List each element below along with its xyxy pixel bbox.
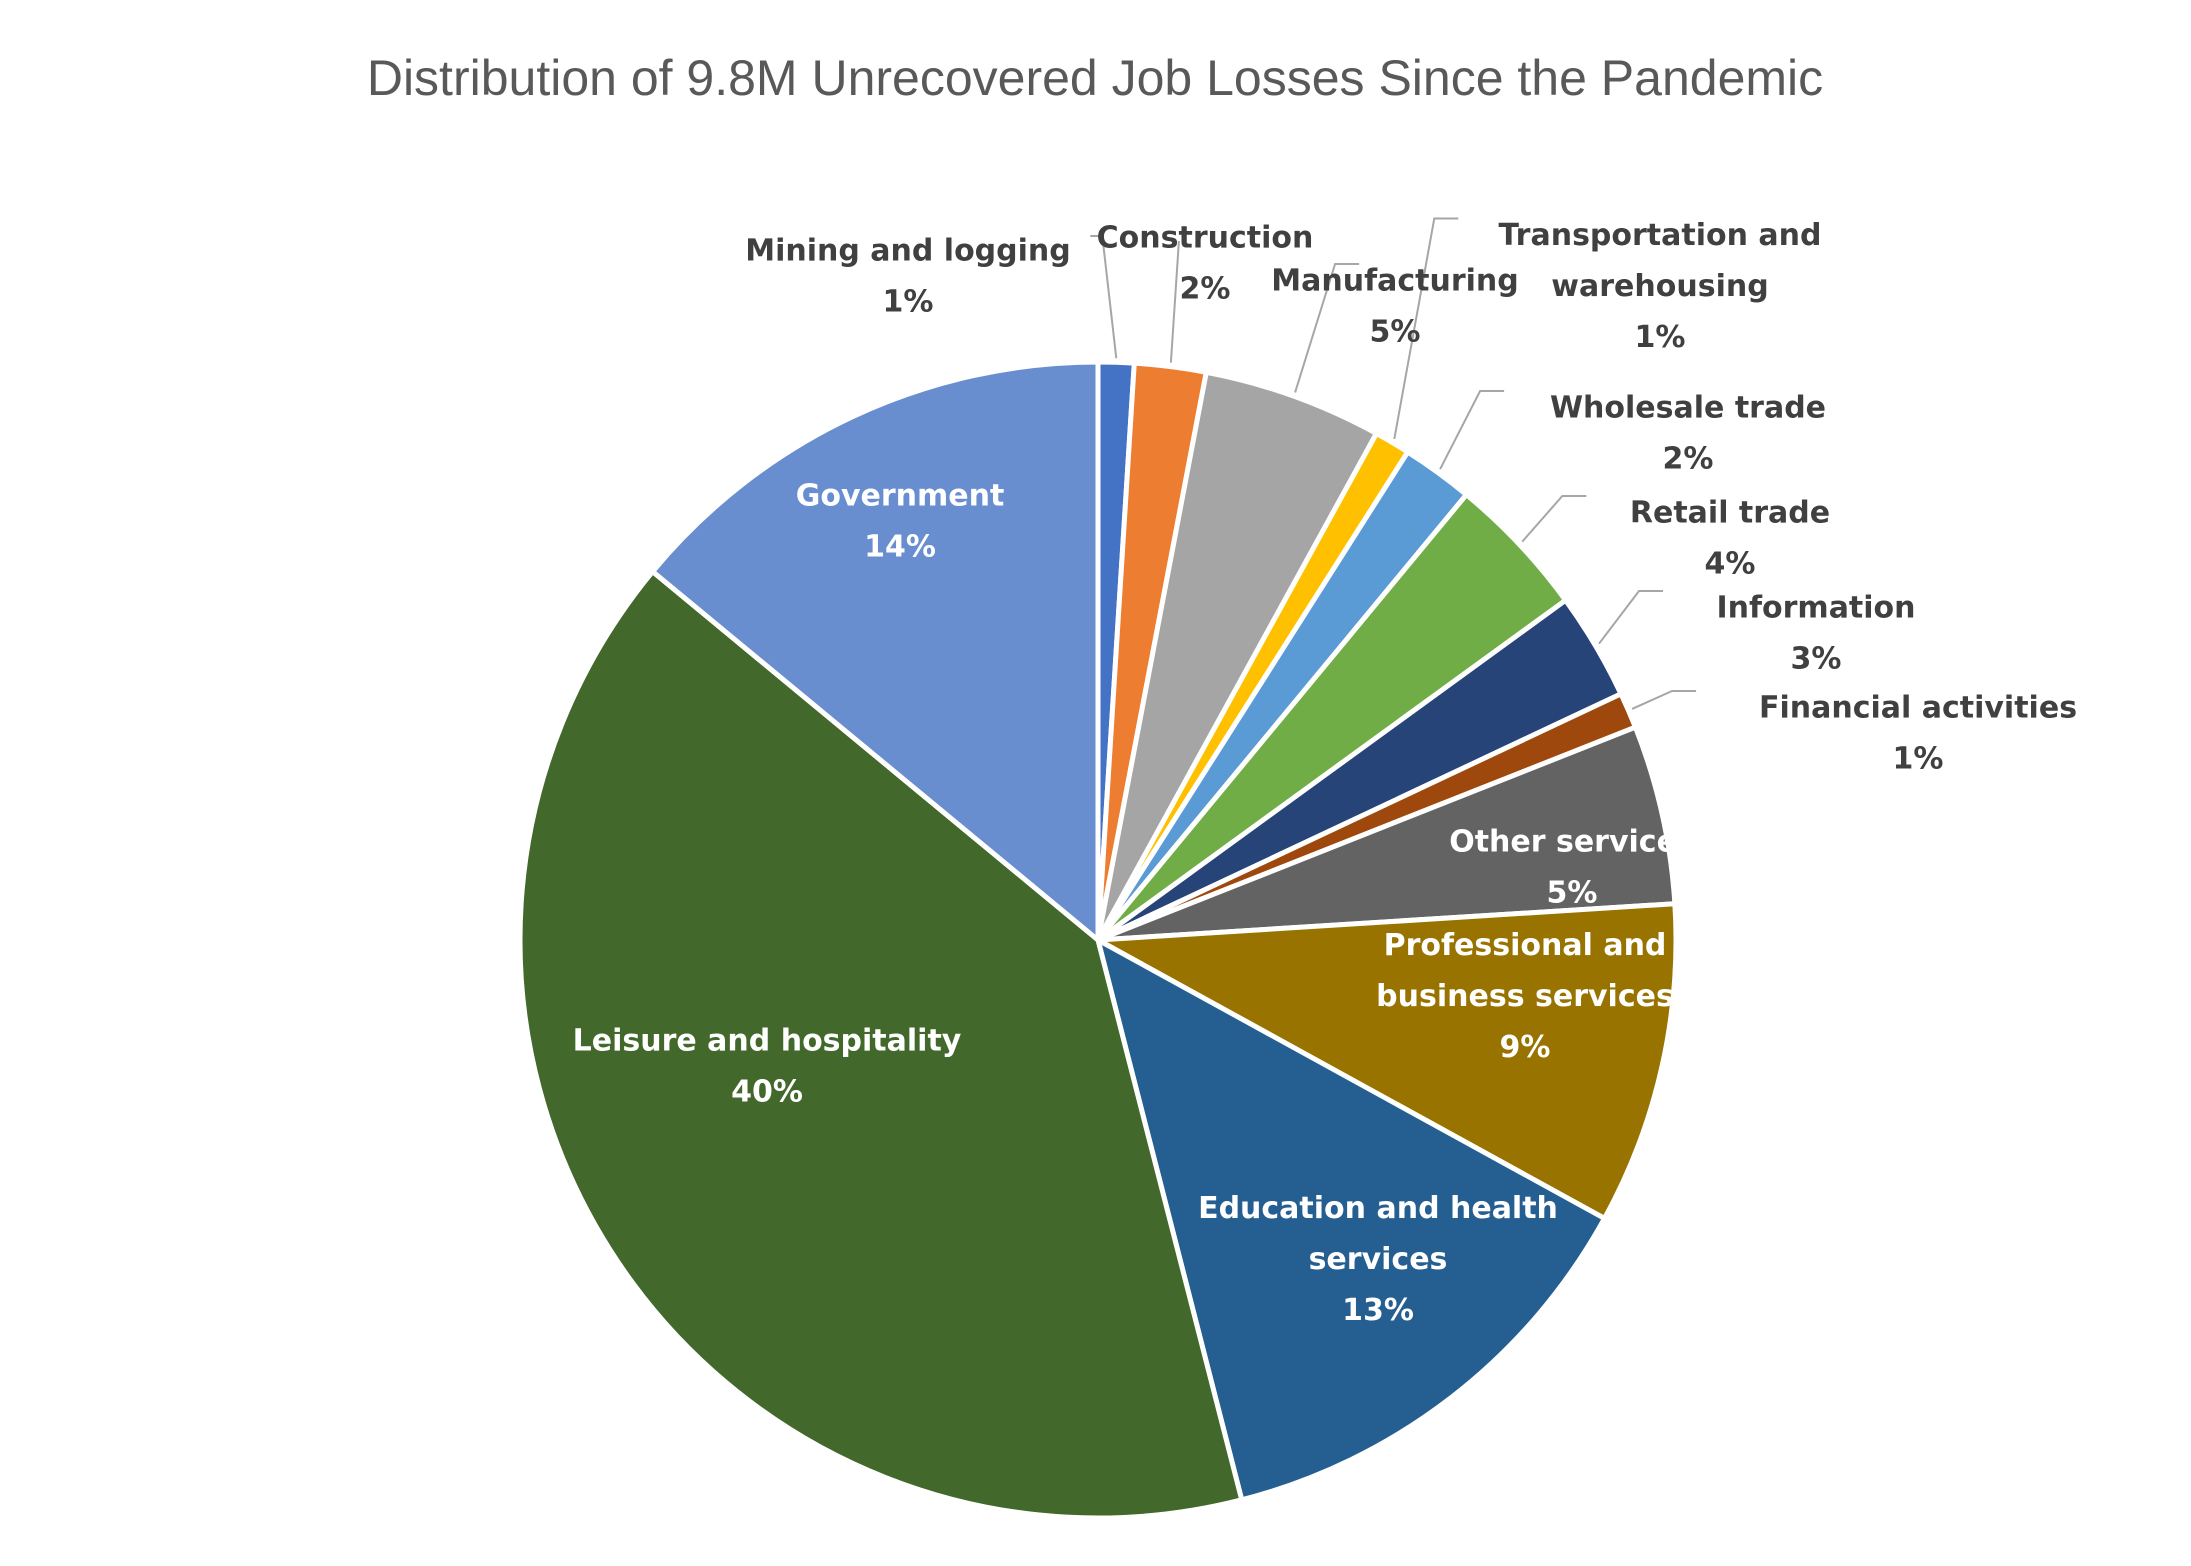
slice-leisure-and-hospitality <box>517 569 1245 1521</box>
slice-government <box>650 359 1101 943</box>
slice-percent: 13% <box>1342 1293 1414 1328</box>
pie-slices <box>517 359 1679 1521</box>
slice-percent: 2% <box>1663 442 1714 477</box>
slice-category-name: Wholesale trade <box>1550 391 1826 426</box>
slice-percent: 4% <box>1705 547 1756 582</box>
slice-category-name: Other services <box>1449 825 1695 860</box>
slice-label-construction: Construction 2% <box>1097 221 1314 307</box>
slice-label-information: Information 3% <box>1716 591 1915 677</box>
slice-category-name: Government <box>796 479 1005 514</box>
slice-education-and-health-services <box>1095 937 1608 1503</box>
slice-percent: 40% <box>731 1075 803 1110</box>
slice-percent: 1% <box>883 285 934 320</box>
slice-percent: 1% <box>1893 742 1944 777</box>
slice-label-retail-trade: Retail trade 4% <box>1630 496 1830 582</box>
slice-label-manufacturing: Manufacturing 5% <box>1271 264 1519 350</box>
leader-line-mining-and-logging <box>1090 235 1118 359</box>
slice-category-name: Transportation and <box>1499 218 1822 253</box>
slice-category-name: Professional and <box>1384 928 1667 963</box>
slice-category-name: services <box>1309 1242 1448 1277</box>
slice-percent: 9% <box>1500 1030 1551 1065</box>
slice-professional-and-business-services <box>1095 901 1679 1221</box>
slice-label-government: Government 14% <box>796 479 1005 565</box>
slice-category-name: Financial activities <box>1759 691 2077 726</box>
slice-category-name: Construction <box>1097 221 1314 256</box>
slice-percent: 2% <box>1180 272 1231 307</box>
chart-title: Distribution of 9.8M Unrecovered Job Los… <box>367 50 1823 106</box>
slice-category-name: Mining and logging <box>745 234 1071 269</box>
slice-manufacturing <box>1095 369 1379 943</box>
leader-line-transportation-and-warehousing <box>1393 217 1459 440</box>
slice-labels: Mining and logging 1% Construction 2% Manufa… <box>573 218 2077 1328</box>
leader-lines <box>1090 217 1697 710</box>
slice-label-other-services: Other services 5% <box>1449 825 1695 911</box>
leader-line-retail-trade <box>1521 495 1587 543</box>
leader-line-information <box>1598 590 1663 645</box>
slice-category-name: warehousing <box>1551 269 1768 304</box>
slice-label-mining-and-logging: Mining and logging 1% <box>745 234 1071 320</box>
slice-label-leisure-and-hospitality: Leisure and hospitality 40% <box>573 1024 962 1110</box>
leader-line-wholesale-trade <box>1439 390 1505 470</box>
slice-category-name: Leisure and hospitality <box>573 1024 962 1059</box>
slice-percent: 5% <box>1370 315 1421 350</box>
slice-label-professional-and-business-services: Professional and business services 9% <box>1376 928 1674 1065</box>
leader-line-construction <box>1169 240 1180 363</box>
slice-other-services <box>1095 724 1678 943</box>
slice-category-name: Manufacturing <box>1271 264 1519 299</box>
slice-percent: 1% <box>1635 320 1686 355</box>
slice-percent: 3% <box>1791 642 1842 677</box>
slice-percent: 5% <box>1547 876 1598 911</box>
slice-category-name: business services <box>1376 979 1674 1014</box>
slice-label-financial-activities: Financial activities 1% <box>1759 691 2077 777</box>
slice-label-wholesale-trade: Wholesale trade 2% <box>1550 391 1826 477</box>
slice-percent: 14% <box>864 530 936 565</box>
slice-label-education-and-health-services: Education and health services 13% <box>1198 1191 1558 1328</box>
slice-category-name: Education and health <box>1198 1191 1558 1226</box>
leader-line-financial-activities <box>1631 690 1697 710</box>
slice-category-name: Information <box>1716 591 1915 626</box>
slice-label-transportation-and-warehousing: Transportation and warehousing 1% <box>1499 218 1822 355</box>
leader-line-manufacturing <box>1294 263 1360 393</box>
slice-category-name: Retail trade <box>1630 496 1830 531</box>
